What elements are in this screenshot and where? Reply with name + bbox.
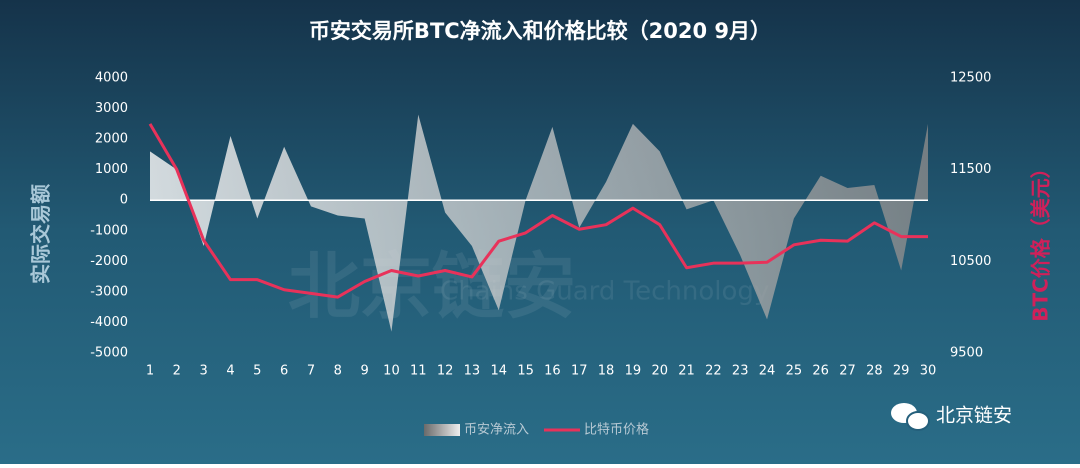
brand-name: 北京链安 [936,405,1012,427]
chart-title: 币安交易所BTC净流入和价格比较（2020 9月） [309,19,771,43]
x-tick-label: 17 [571,364,588,379]
x-tick-label: 1 [146,364,154,379]
x-tick-label: 16 [544,364,561,379]
area [150,114,928,332]
y-tick-label: 2000 [95,132,128,147]
x-tick-label: 24 [759,364,776,379]
x-tick-label: 3 [200,364,208,379]
x-tick-label: 30 [920,364,937,379]
y2-tick-label: 9500 [950,346,983,361]
x-tick-label: 10 [383,364,400,379]
y-tick-label: 3000 [95,101,128,116]
y-tick-label: 0 [120,193,128,208]
x-tick-label: 15 [517,364,534,379]
x-tick-label: 11 [410,364,427,379]
legend-label: 比特币价格 [584,422,649,438]
x-tick-label: 27 [839,364,856,379]
y-tick-label: -2000 [90,254,128,269]
y-tick-label: -5000 [90,346,128,361]
x-tick-label: 12 [437,364,454,379]
y-tick-label: -3000 [90,284,128,299]
x-tick-label: 6 [280,364,288,379]
y2-tick-label: 10500 [950,254,991,269]
x-tick-label: 22 [705,364,722,379]
y2-tick-label: 12500 [950,71,991,86]
x-tick-label: 29 [893,364,910,379]
y-axis-title: 实际交易额 [29,184,53,284]
y2-axis-title: BTC价格（美元） [1029,158,1053,322]
x-tick-label: 20 [651,364,668,379]
x-tick-label: 28 [866,364,883,379]
y-tick-label: -4000 [90,315,128,330]
x-tick-label: 9 [360,364,368,379]
watermark-title: 北京链安 [288,245,576,329]
x-tick-label: 4 [226,364,234,379]
legend-label: 币安净流入 [464,423,529,438]
x-tick-label: 25 [786,364,803,379]
y-tick-label: 4000 [95,71,128,86]
line [148,123,928,299]
x-tick-label: 23 [732,364,749,379]
x-tick-label: 7 [307,364,315,379]
x-tick-label: 21 [678,364,695,379]
y-tick-label: -1000 [90,223,128,238]
brand-logo [891,403,930,431]
legend-swatch [424,424,460,436]
x-tick-label: 2 [173,364,181,379]
x-tick-label: 19 [625,364,642,379]
y2-tick-label: 11500 [950,162,991,177]
x-tick-label: 8 [334,364,342,379]
x-tick-label: 26 [812,364,829,379]
x-tick-label: 18 [598,364,615,379]
x-tick-label: 13 [464,364,481,379]
y-tick-label: 1000 [95,162,128,177]
x-tick-label: 14 [490,364,507,379]
x-tick-label: 5 [253,364,261,379]
